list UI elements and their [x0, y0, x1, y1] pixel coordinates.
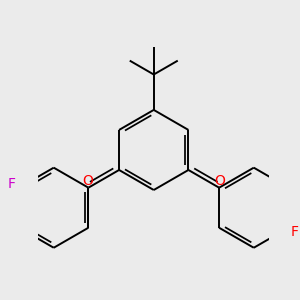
Text: O: O	[82, 174, 93, 188]
Text: O: O	[215, 174, 226, 188]
Text: F: F	[7, 177, 15, 191]
Text: F: F	[291, 225, 298, 238]
